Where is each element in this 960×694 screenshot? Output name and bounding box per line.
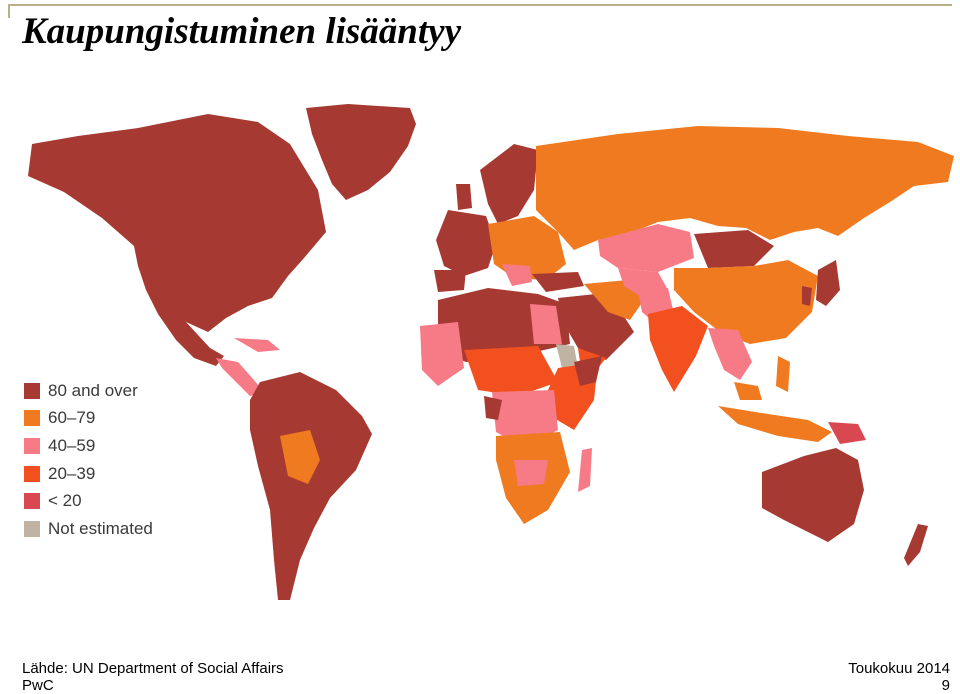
region-nile	[556, 344, 578, 368]
region-australia	[762, 448, 864, 542]
region-greenland	[306, 104, 416, 200]
region-new-zealand	[904, 524, 928, 566]
region-russia	[536, 126, 954, 250]
region-egypt	[530, 304, 562, 344]
legend-item-40-59: 40–59	[24, 432, 153, 460]
legend-label: 40–59	[48, 435, 96, 455]
region-japan	[816, 260, 840, 306]
legend-label: 80 and over	[48, 380, 138, 400]
region-north-america	[28, 114, 326, 332]
legend-swatch	[24, 465, 40, 482]
region-caribbean	[234, 338, 280, 352]
legend-swatch	[24, 410, 40, 427]
region-southern-africa-inner	[514, 460, 548, 486]
region-uk	[456, 184, 472, 210]
region-south-america	[250, 372, 372, 600]
legend-item-not-estimated: Not estimated	[24, 515, 153, 543]
legend-label: 20–39	[48, 463, 96, 483]
top-rule-tick	[8, 4, 10, 18]
legend-label: < 20	[48, 491, 82, 511]
page-number: 9	[941, 677, 950, 694]
legend-label: 60–79	[48, 408, 96, 428]
legend-item-under-20: < 20	[24, 487, 153, 515]
legend-item-20-39: 20–39	[24, 460, 153, 488]
region-turkey	[532, 272, 584, 292]
region-iberia	[434, 270, 466, 292]
region-congo-west	[484, 396, 502, 420]
region-philippines	[776, 356, 790, 392]
region-mongolia	[694, 230, 774, 268]
region-balkans	[502, 264, 532, 286]
region-iran	[584, 280, 644, 320]
region-horn	[574, 356, 602, 386]
region-china	[674, 260, 818, 344]
region-western-europe	[436, 210, 496, 276]
region-se-asia-mainland	[708, 328, 752, 380]
map-legend: 80 and over 60–79 40–59 20–39 < 20 Not e…	[24, 377, 153, 543]
region-central-america	[216, 358, 264, 396]
world-map	[28, 104, 954, 600]
legend-swatch	[24, 493, 40, 510]
region-papua	[828, 422, 866, 444]
region-malaysia	[734, 382, 762, 400]
slide-title: Kaupungistuminen lisääntyy	[22, 11, 461, 52]
legend-swatch	[24, 437, 40, 454]
region-eastern-europe	[488, 216, 566, 280]
region-india	[648, 306, 708, 392]
region-scandinavia	[480, 144, 538, 224]
top-rule	[8, 4, 952, 6]
region-west-africa	[420, 322, 464, 386]
source-note: Lähde: UN Department of Social Affairs	[22, 660, 284, 677]
region-mexico	[146, 290, 224, 366]
region-kazakhstan	[598, 224, 694, 272]
region-sahel	[464, 346, 558, 396]
legend-item-60-79: 60–79	[24, 405, 153, 433]
region-indonesia	[718, 406, 832, 442]
legend-swatch	[24, 382, 40, 399]
organization-name: PwC	[22, 677, 54, 694]
legend-item-80-and-over: 80 and over	[24, 377, 153, 405]
region-madagascar	[578, 448, 592, 492]
region-bolivia-paraguay	[280, 430, 320, 484]
region-korea	[802, 286, 812, 306]
slide-date: Toukokuu 2014	[848, 660, 950, 677]
legend-label: Not estimated	[48, 518, 153, 538]
legend-swatch	[24, 520, 40, 537]
